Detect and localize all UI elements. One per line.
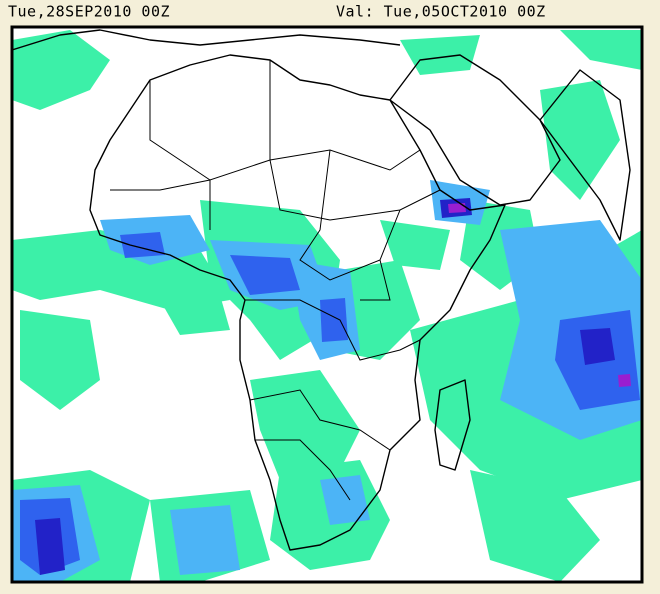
map-frame (10, 25, 644, 584)
precipitation (12, 30, 642, 582)
country-borders (110, 60, 441, 501)
valid-time: Val: Tue,05OCT2010 00Z (336, 3, 546, 21)
coastlines (12, 29, 631, 551)
init-time: Tue,28SEP2010 00Z (8, 3, 170, 21)
